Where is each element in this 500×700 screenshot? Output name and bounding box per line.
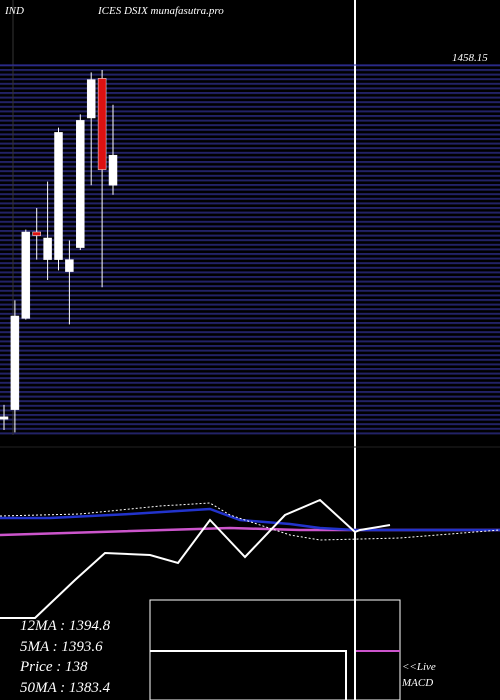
candle-body <box>97 78 107 170</box>
y-tick-label: 1458.15 <box>452 52 488 64</box>
candle-body <box>21 231 31 319</box>
info-50ma: 50MA : 1383.4 <box>20 680 111 696</box>
candle-body <box>86 79 96 119</box>
info-5ma: 5MA : 1393.6 <box>20 639 103 655</box>
macd-signal <box>150 650 347 700</box>
candle-body <box>0 416 9 420</box>
title-right: ICES DSIX munafasutra.pro <box>97 5 224 17</box>
candle-body <box>108 154 118 186</box>
info-price: Price : 138 <box>19 659 88 675</box>
candle-body <box>54 132 63 260</box>
price-grid <box>0 65 500 437</box>
info-12ma: 12MA : 1394.8 <box>20 618 111 634</box>
live-label: <<Live <box>402 661 436 673</box>
macd-line <box>0 498 391 619</box>
title-left: IND <box>4 5 24 17</box>
candle-body <box>32 231 41 236</box>
candle-body <box>43 237 52 260</box>
ma-dotted <box>0 502 500 541</box>
ma-blue <box>0 507 500 532</box>
candle-body <box>65 259 74 272</box>
candle-body <box>10 315 20 410</box>
macd-label: MACD <box>401 677 433 689</box>
candle-body <box>76 120 85 248</box>
